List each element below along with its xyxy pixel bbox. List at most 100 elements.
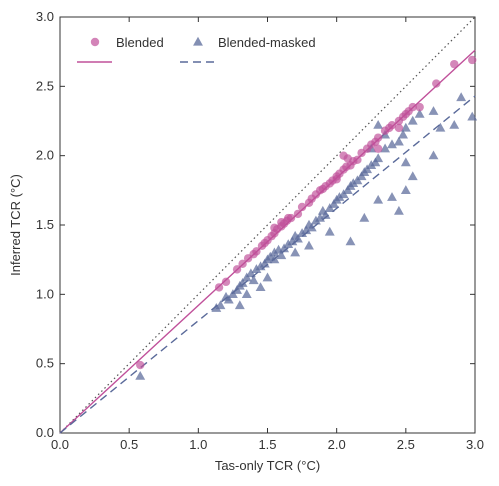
data-point-blended-masked xyxy=(398,129,409,139)
plot-area: 0.0 0.5 1.0 1.5 2.0 2.5 3.0 0.0 0.5 1.0 1.5 2.0 2.5 3… xyxy=(36,9,484,452)
x-tick-label: 2.5 xyxy=(397,437,415,452)
x-tick-label: 2.0 xyxy=(328,437,346,452)
data-point-blended-masked xyxy=(276,250,287,260)
data-point-blended-masked xyxy=(407,115,418,125)
data-point-blended xyxy=(468,55,477,65)
data-point-blended-masked xyxy=(373,119,384,129)
x-axis-title: Tas-only TCR (°C) xyxy=(215,458,320,473)
data-point-blended-masked xyxy=(315,212,326,222)
data-point-blended xyxy=(232,265,242,274)
data-point-blended xyxy=(450,59,459,69)
data-point-blended-masked xyxy=(269,254,280,264)
data-point-blended-masked xyxy=(400,157,411,167)
data-point-blended xyxy=(373,133,383,142)
data-point-blended-masked xyxy=(262,272,273,282)
data-point-blended-masked xyxy=(348,178,359,188)
data-point-blended-masked xyxy=(387,192,397,201)
data-point-blended-masked xyxy=(414,108,425,118)
data-point-blended xyxy=(318,184,328,194)
data-point-blended-masked xyxy=(449,119,460,129)
data-point-blended-masked xyxy=(320,210,331,219)
data-point-blended-masked xyxy=(237,278,248,287)
y-tick-label: 2.0 xyxy=(36,148,54,163)
data-point-blended-masked xyxy=(393,136,404,146)
data-point-blended-masked xyxy=(407,171,418,181)
legend-label-blended: Blended xyxy=(116,35,164,50)
data-point-blended xyxy=(238,259,247,269)
data-point-blended-masked xyxy=(251,264,262,274)
data-point-blended-masked xyxy=(324,226,335,236)
y-tick-label: 0.5 xyxy=(36,356,54,371)
one-to-one-line xyxy=(59,16,476,434)
data-point-blended xyxy=(394,123,404,133)
data-point-blended xyxy=(415,102,424,112)
data-point-blended xyxy=(432,79,441,88)
data-point-blended-masked xyxy=(234,300,245,310)
y-tick-label: 1.5 xyxy=(36,217,54,232)
data-point-blended-masked xyxy=(255,261,266,271)
data-point-blended-masked xyxy=(245,268,256,278)
data-point-blended-masked xyxy=(215,300,226,310)
data-point-blended-masked xyxy=(400,122,411,132)
data-point-blended xyxy=(387,120,397,130)
data-point-blended xyxy=(221,277,231,287)
data-point-blended-masked xyxy=(387,139,397,149)
legend: Blended Blended-masked xyxy=(77,35,316,63)
data-point-blended-masked xyxy=(334,192,345,201)
data-point-blended xyxy=(214,283,224,292)
data-point-blended xyxy=(293,209,303,219)
data-point-blended-masked xyxy=(428,106,439,115)
data-point-blended xyxy=(297,202,307,212)
data-point-blended-masked xyxy=(223,294,234,304)
y-tick-label: 0.0 xyxy=(36,425,54,440)
x-tick-label: 3.0 xyxy=(466,437,484,452)
legend-marker-blended-masked xyxy=(193,36,203,46)
data-point-blended-masked xyxy=(304,240,314,250)
data-point-blended-masked xyxy=(283,239,294,249)
data-point-blended-masked xyxy=(467,111,478,121)
data-point-blended-masked xyxy=(400,185,411,194)
data-point-blended-masked xyxy=(456,92,467,102)
x-tick-label: 0.5 xyxy=(120,437,138,452)
data-point-blended xyxy=(332,175,341,184)
data-point-blended-masked xyxy=(373,153,384,163)
data-point-blended-masked xyxy=(393,205,404,215)
legend-marker-blended xyxy=(90,37,100,47)
data-point-blended-masked xyxy=(292,233,303,243)
data-point-blended-masked xyxy=(301,225,312,235)
data-point-blended-masked xyxy=(359,212,370,222)
data-point-blended-masked xyxy=(435,122,446,132)
x-tick-label: 1.0 xyxy=(189,437,207,452)
data-point-blended-masked xyxy=(310,215,321,225)
data-point-blended-masked xyxy=(345,236,356,246)
y-tick-label: 1.0 xyxy=(36,286,54,301)
data-point-blended-masked xyxy=(366,160,377,170)
data-point-blended-masked xyxy=(306,222,317,232)
y-tick-label: 3.0 xyxy=(36,9,54,24)
y-tick-label: 2.5 xyxy=(36,78,54,93)
data-point-blended-masked xyxy=(255,282,266,292)
data-point-blended xyxy=(353,155,362,165)
data-point-blended-masked xyxy=(248,275,259,285)
data-point-blended xyxy=(252,247,261,256)
y-axis-title: Inferred TCR (°C) xyxy=(8,174,23,276)
data-point-blended-masked xyxy=(290,247,301,257)
data-point-blended xyxy=(270,223,279,232)
data-point-blended xyxy=(277,218,286,227)
data-point-blended xyxy=(408,102,417,112)
legend-label-blended-masked: Blended-masked xyxy=(218,35,316,50)
x-tick-label: 0.0 xyxy=(51,437,69,452)
data-point-blended xyxy=(136,360,145,370)
data-point-blended-masked xyxy=(211,303,222,312)
data-point-blended xyxy=(260,238,269,248)
data-point-blended-masked xyxy=(269,247,280,257)
data-point-blended xyxy=(373,144,383,153)
data-point-blended xyxy=(286,213,296,223)
data-point-blended-masked xyxy=(241,289,252,298)
data-point-blended-masked xyxy=(380,143,391,153)
data-point-blended-masked xyxy=(297,228,308,237)
data-point-blended xyxy=(304,198,314,208)
data-point-blended-masked xyxy=(373,194,384,204)
x-tick-label: 1.5 xyxy=(258,437,276,452)
